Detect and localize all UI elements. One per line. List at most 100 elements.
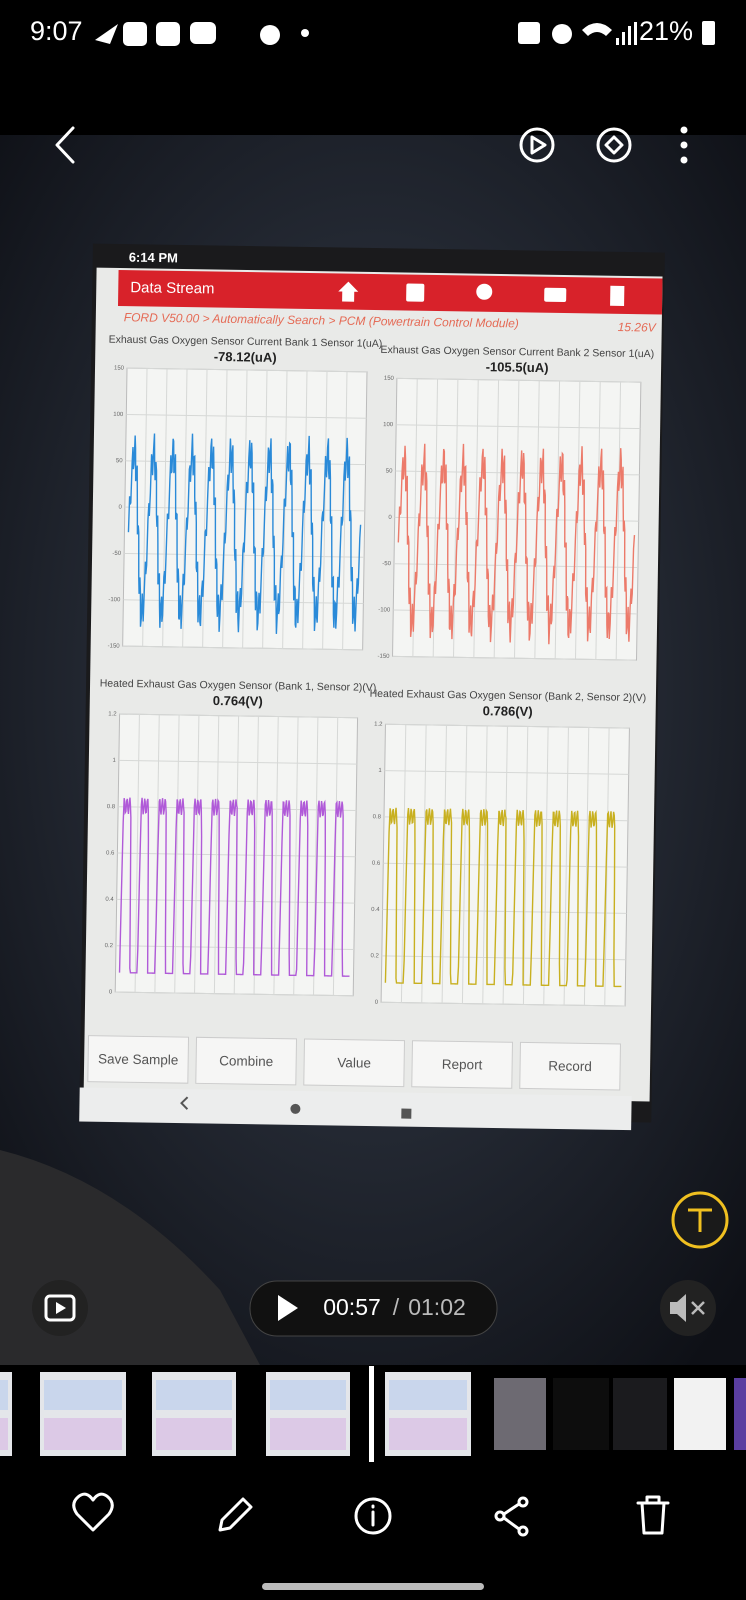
tool-button[interactable] xyxy=(411,1040,513,1089)
position-time: 00:57 xyxy=(323,1294,381,1320)
telegram-icon xyxy=(95,24,118,44)
filmstrip[interactable] xyxy=(0,1372,746,1456)
panel-reading: 0.786(V) xyxy=(483,703,533,719)
thumbnail-bottom xyxy=(270,1418,346,1450)
y-tick-label: -150 xyxy=(108,643,121,649)
y-tick-label: 0.8 xyxy=(373,814,382,820)
y-tick-label: -50 xyxy=(112,551,121,557)
panel-label: Heated Exhaust Gas Oxygen Sensor (Bank 2… xyxy=(370,688,647,704)
header-bar xyxy=(118,269,663,315)
y-tick-label: 1.2 xyxy=(108,711,117,717)
grid-line xyxy=(396,377,641,383)
text-extract-button[interactable] xyxy=(671,1191,729,1249)
back-button[interactable] xyxy=(55,126,75,164)
panel-reading: 0.764(V) xyxy=(213,693,263,709)
y-tick-label: 0.4 xyxy=(371,907,380,913)
y-tick-label: 150 xyxy=(384,376,395,382)
panels: Exhaust Gas Oxygen Sensor Current Bank 1… xyxy=(100,334,654,1007)
tool-button-label: Combine xyxy=(219,1053,273,1069)
grid-line xyxy=(127,367,368,373)
header-title: Data Stream xyxy=(130,279,214,297)
tablet-recents xyxy=(401,1108,412,1119)
grid-line xyxy=(115,991,354,997)
y-tick-label: 0 xyxy=(118,505,122,511)
voltage: 15.26V xyxy=(618,320,657,335)
grid-line xyxy=(122,645,363,651)
tool-button-label: Record xyxy=(548,1058,592,1074)
grid-line xyxy=(393,563,638,569)
grid-line xyxy=(384,770,629,775)
y-tick-label: -150 xyxy=(377,654,390,660)
grid-line xyxy=(385,723,630,729)
status-time: 9:07 xyxy=(30,16,83,46)
thumbnail xyxy=(734,1378,746,1450)
y-tick-label: 0.6 xyxy=(372,861,381,867)
y-tick-label: 0 xyxy=(388,515,392,521)
thumbnail-top xyxy=(156,1380,232,1410)
panel-reading: -105.5(uA) xyxy=(486,359,549,375)
tool-button[interactable] xyxy=(87,1035,190,1084)
tablet-photo: 6:14 PM Data Stream FORD V50.00 > Automa… xyxy=(79,243,665,1131)
tablet-clock: 6:14 PM xyxy=(129,250,178,266)
screenshot-button[interactable] xyxy=(32,1280,88,1336)
info-button[interactable] xyxy=(354,1497,392,1535)
battery-icon xyxy=(702,21,715,45)
panel-label: Exhaust Gas Oxygen Sensor Current Bank 1… xyxy=(109,334,383,350)
thumbnail-top xyxy=(0,1380,8,1410)
panel-label: Exhaust Gas Oxygen Sensor Current Bank 2… xyxy=(380,344,654,360)
grid-line xyxy=(392,655,637,661)
auto-rotate-button[interactable] xyxy=(596,127,632,163)
y-tick-label: 0.2 xyxy=(105,943,114,949)
thumbnail-top xyxy=(389,1380,467,1410)
status-icons xyxy=(123,22,309,46)
thumbnail xyxy=(494,1378,546,1450)
grid-line xyxy=(119,713,358,719)
panel-label: Heated Exhaust Gas Oxygen Sensor (Bank 1… xyxy=(100,678,377,694)
tool-button[interactable] xyxy=(195,1036,298,1086)
button-row: Save Sample Combine Value Report Record xyxy=(87,1035,621,1091)
thumbnail-bottom xyxy=(44,1418,122,1450)
delete-button[interactable] xyxy=(636,1495,670,1535)
status-right-icons xyxy=(518,22,637,45)
header-icons xyxy=(338,281,625,306)
y-tick-label: 1 xyxy=(112,758,116,764)
edit-button[interactable] xyxy=(218,1497,253,1532)
y-tick-label: -50 xyxy=(382,561,391,567)
tablet-back xyxy=(180,1096,189,1110)
duration-time: 01:02 xyxy=(408,1294,466,1320)
y-tick-label: 0.8 xyxy=(107,804,116,810)
thumbnail-bottom xyxy=(389,1418,467,1450)
rotate-play-button[interactable] xyxy=(519,127,555,163)
thumbnail-top xyxy=(44,1380,122,1410)
home-indicator xyxy=(262,1583,484,1590)
share-button[interactable] xyxy=(494,1496,529,1537)
thumbnail xyxy=(553,1378,609,1450)
thumbnail-bottom xyxy=(0,1418,8,1450)
favorite-button[interactable] xyxy=(72,1492,114,1532)
y-tick-label: 0.6 xyxy=(106,850,115,856)
panel-reading: -78.12(uA) xyxy=(214,349,277,365)
waveform xyxy=(384,807,622,988)
play-button[interactable] xyxy=(278,1295,298,1321)
y-tick-label: 0.4 xyxy=(105,897,114,903)
waveform xyxy=(397,443,636,645)
playback-pill xyxy=(249,1280,498,1337)
tool-button[interactable] xyxy=(519,1041,621,1091)
y-tick-label: -100 xyxy=(378,607,391,613)
mute-button[interactable] xyxy=(660,1280,716,1336)
y-tick-label: 1 xyxy=(378,768,382,774)
y-tick-label: 0.2 xyxy=(370,953,379,959)
thumbnail-bottom xyxy=(156,1418,232,1450)
more-button[interactable] xyxy=(680,126,688,164)
tool-button[interactable] xyxy=(303,1038,406,1088)
grid-line xyxy=(394,516,639,522)
waveform xyxy=(118,797,350,977)
thumbnail-top xyxy=(270,1380,346,1410)
scrubber[interactable] xyxy=(369,1366,374,1462)
y-tick-label: 1.2 xyxy=(374,722,383,728)
grid-line xyxy=(381,1001,626,1007)
grid-line xyxy=(124,506,365,512)
grid-line xyxy=(124,552,365,558)
